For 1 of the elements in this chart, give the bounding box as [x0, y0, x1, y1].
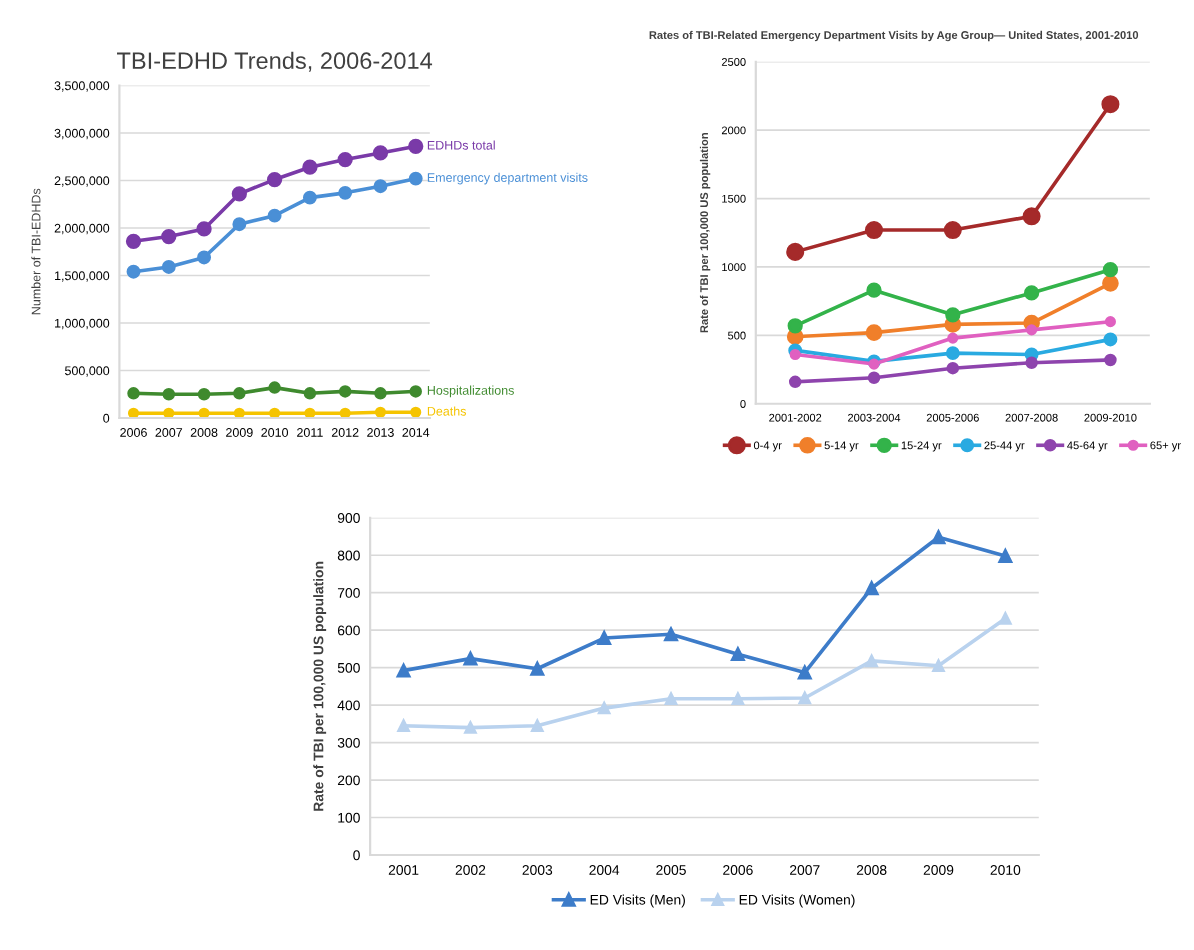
chart-title: TBI-EDHD Trends, 2006-2014: [117, 51, 433, 72]
